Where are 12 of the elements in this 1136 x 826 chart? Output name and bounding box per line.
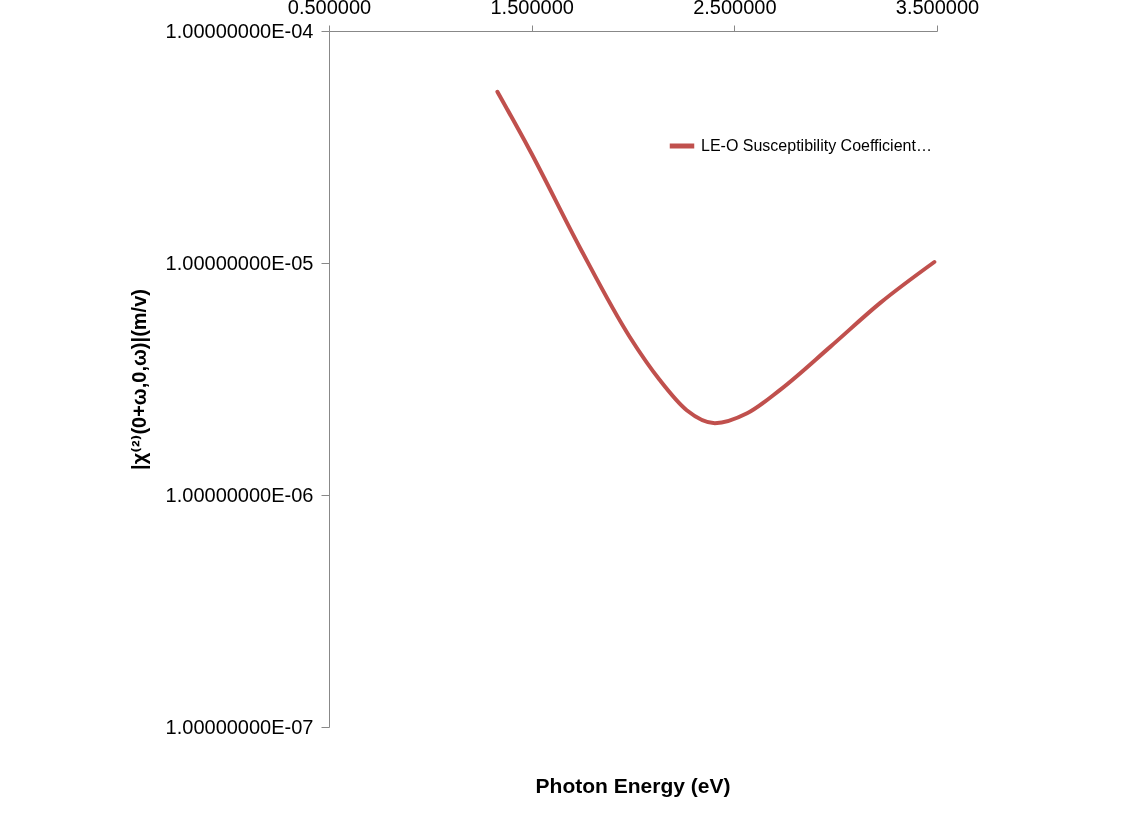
- y-tick-label: 1.00000000E-07: [165, 715, 314, 738]
- x-axis-title: Photon Energy (eV): [535, 774, 731, 797]
- y-tick-label: 1.00000000E-06: [165, 483, 314, 506]
- x-tick-label: 3.500000: [895, 0, 980, 18]
- y-tick-label: 1.00000000E-05: [165, 251, 314, 274]
- x-tick-label: 0.500000: [287, 0, 372, 18]
- y-axis-title: |χ⁽²⁾(0+ω,0,ω)|(m/v): [127, 289, 150, 470]
- y-tick-label: 1.00000000E-04: [165, 19, 314, 42]
- legend-label: LE-O Susceptibility Coefficient…: [701, 137, 932, 154]
- x-tick-label: 2.500000: [693, 0, 777, 18]
- line-series: [495, 89, 937, 426]
- x-tick-label: 1.500000: [490, 0, 574, 18]
